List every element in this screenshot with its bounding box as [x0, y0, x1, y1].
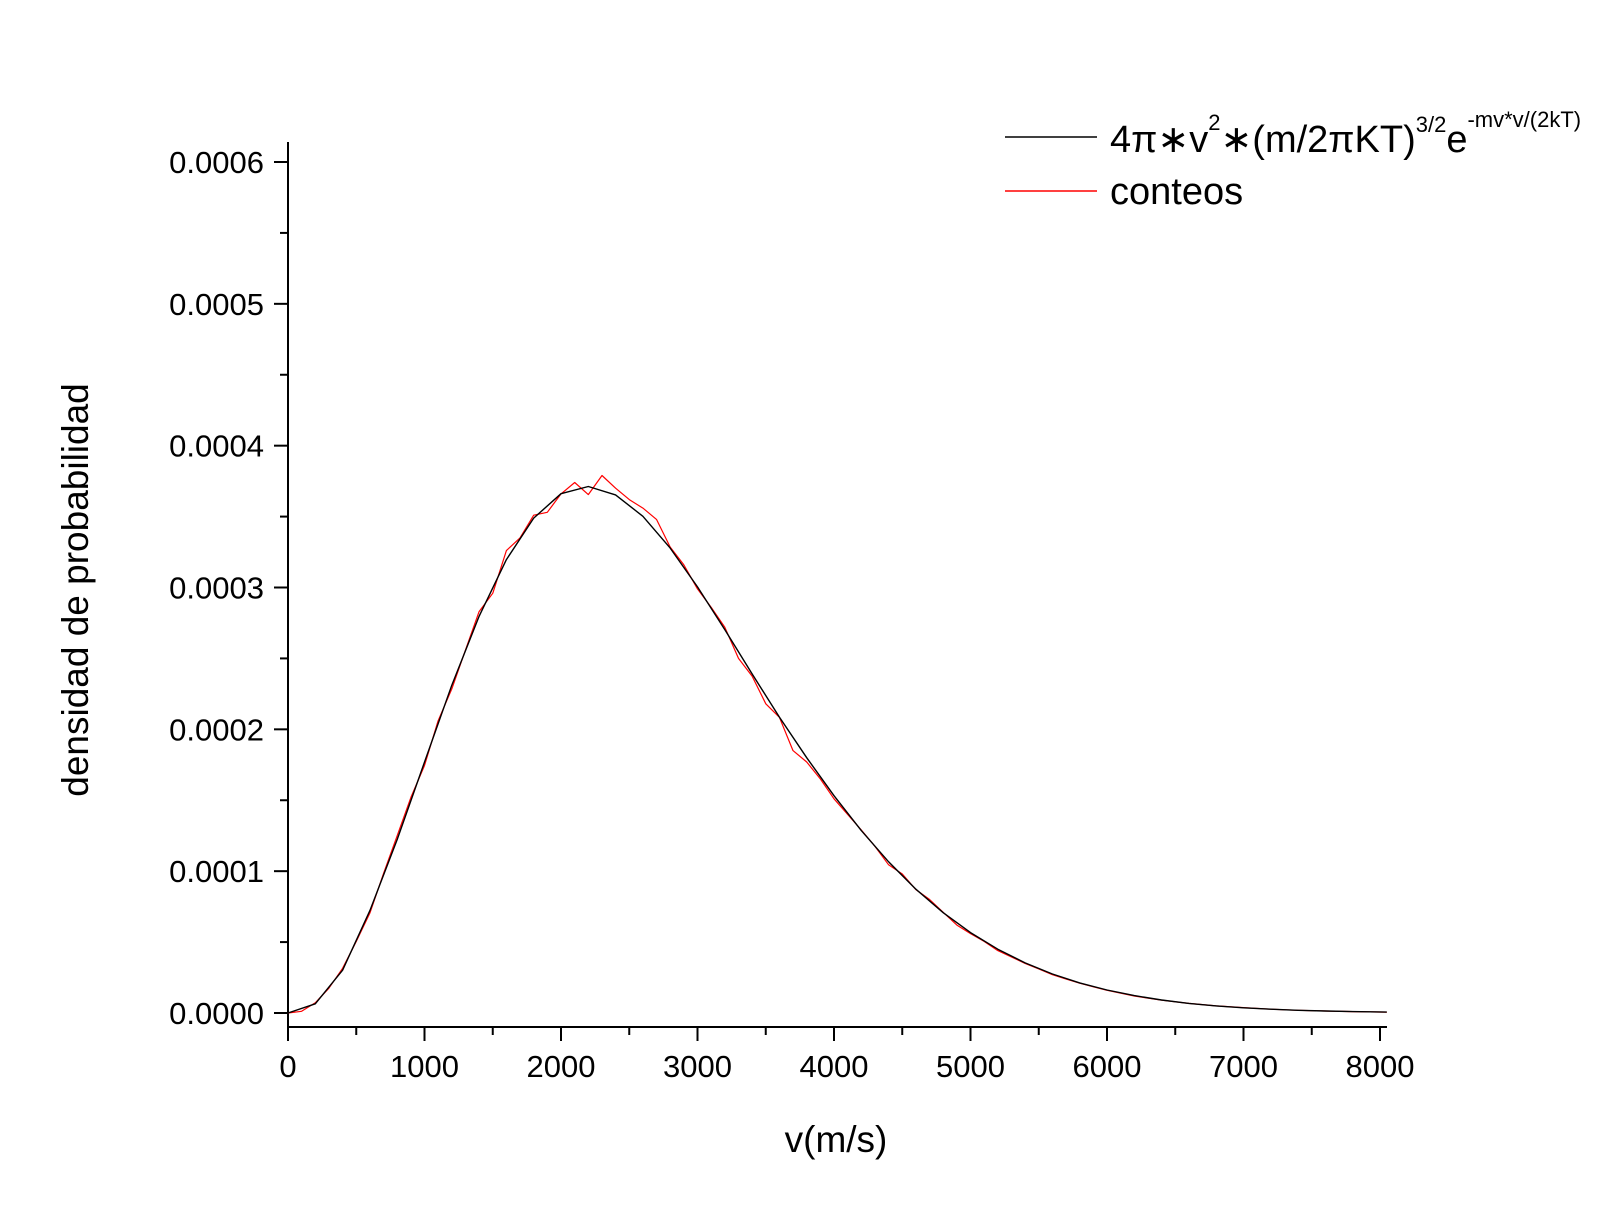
x-tick-label: 3000 [663, 1049, 732, 1084]
y-tick-label: 0.0006 [169, 145, 264, 180]
series-layer [287, 474, 1387, 1014]
y-axis-title: densidad de probabilidad [55, 383, 96, 797]
x-tick-label: 0 [279, 1049, 296, 1084]
legend: 4π∗v2∗(m/2πKT)3/2e-mv*v/(2kT) conteos [1005, 107, 1581, 213]
legend-label-fit: 4π∗v2∗(m/2πKT)3/2e-mv*v/(2kT) [1110, 107, 1581, 161]
x-tick-label: 2000 [527, 1049, 596, 1084]
y-tick-label: 0.0002 [169, 712, 264, 747]
axes-layer [287, 142, 1387, 1028]
x-tick-label: 4000 [800, 1049, 869, 1084]
y-tick-label: 0.0000 [169, 996, 264, 1031]
x-tick-label: 1000 [390, 1049, 459, 1084]
series-line-conteos [287, 474, 1387, 1014]
ticks-layer: 0 1000 2000 3000 4000 5000 6000 7000 8000 0.0000 0… [169, 145, 1414, 1084]
y-tick-label: 0.0005 [169, 287, 264, 322]
series-line-fit [287, 485, 1387, 1014]
x-tick-label: 6000 [1073, 1049, 1142, 1084]
x-tick-label: 7000 [1209, 1049, 1278, 1084]
y-tick-label: 0.0001 [169, 854, 264, 889]
x-tick-label: 8000 [1346, 1049, 1415, 1084]
x-axis-title: v(m/s) [785, 1119, 888, 1160]
y-tick-label: 0.0003 [169, 571, 264, 606]
x-tick-label: 5000 [936, 1049, 1005, 1084]
y-tick-label: 0.0004 [169, 429, 264, 464]
legend-label-conteos: conteos [1110, 171, 1243, 213]
